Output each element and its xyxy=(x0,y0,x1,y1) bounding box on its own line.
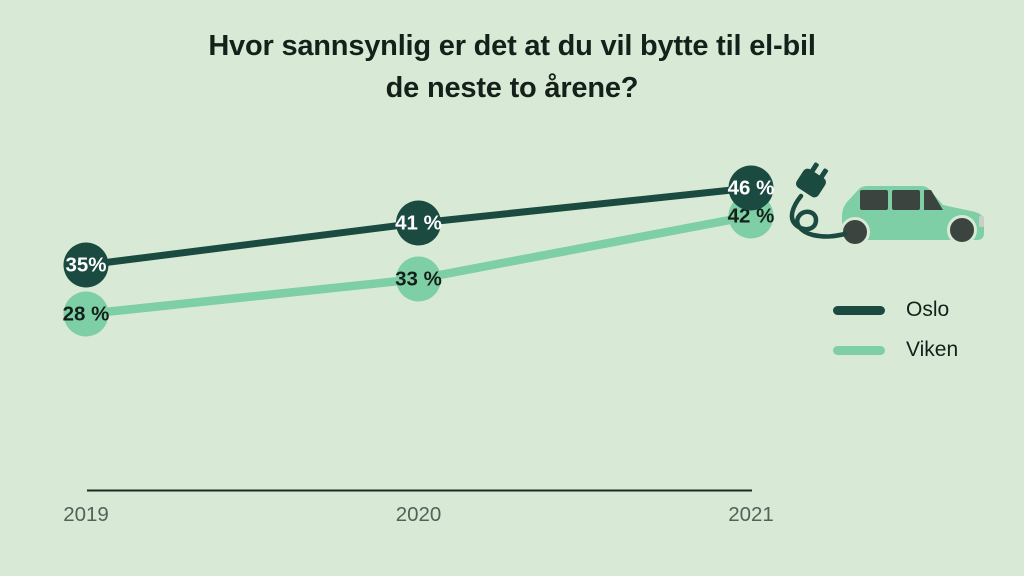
charging-cable xyxy=(789,193,848,239)
legend-swatch-oslo xyxy=(833,305,885,315)
car-window-front xyxy=(924,190,943,210)
x-axis-label-2020: 2020 xyxy=(396,503,442,526)
legend: Oslo Viken xyxy=(833,298,959,361)
data-point-viken-2020 xyxy=(396,256,441,302)
legend-label-oslo: Oslo xyxy=(906,298,950,321)
data-point-label: 41 % xyxy=(395,212,442,235)
legend-swatch-viken xyxy=(833,345,885,355)
car-window-mid xyxy=(892,190,920,210)
data-point-oslo-2020 xyxy=(396,200,441,246)
data-point-viken-2019 xyxy=(63,291,109,337)
data-point-oslo-2019 xyxy=(63,242,109,288)
legend-item-oslo: Oslo xyxy=(833,298,958,321)
car-wheel-rear xyxy=(840,217,870,247)
plug-icon xyxy=(796,162,829,198)
x-axis-labels: 2019 2020 2021 xyxy=(63,503,774,526)
legend-item-viken: Viken xyxy=(833,338,959,361)
data-point-label: 35% xyxy=(65,254,106,277)
data-point-oslo-2021 xyxy=(728,165,774,211)
electric-car-illustration xyxy=(789,162,984,247)
data-point-label: 42 % xyxy=(728,205,775,228)
car-window-rear xyxy=(860,190,888,210)
data-point-label: 28 % xyxy=(63,303,110,326)
data-point-label: 46 % xyxy=(728,177,775,200)
data-point-label: 33 % xyxy=(395,268,442,291)
car-wheel-front xyxy=(947,215,977,245)
points-layer: 28 % 33 % 42 % 35% 41 % 46 % xyxy=(63,165,775,337)
chart-title: Hvor sannsynlig er det at du vil bytte t… xyxy=(208,30,816,104)
x-axis-label-2019: 2019 xyxy=(63,503,109,526)
x-axis-label-2021: 2021 xyxy=(728,503,774,526)
legend-label-viken: Viken xyxy=(906,338,959,361)
car-headlight xyxy=(979,216,984,227)
